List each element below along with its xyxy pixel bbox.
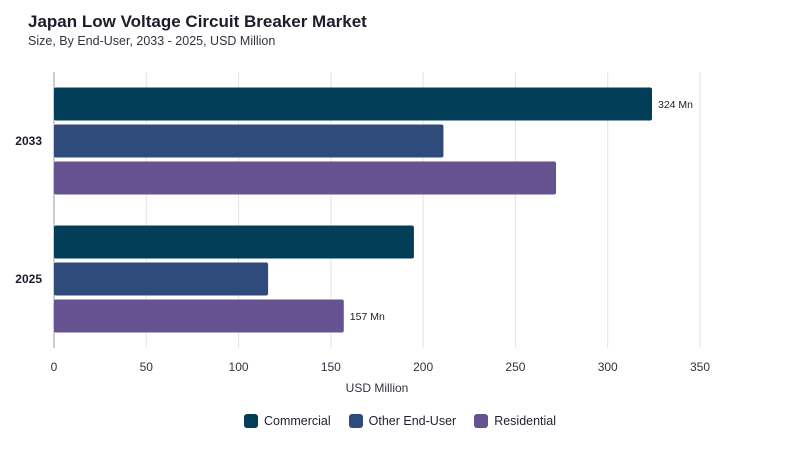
legend-swatch (243, 414, 258, 428)
x-tick-label: 0 (51, 360, 58, 374)
x-tick-label: 50 (140, 360, 154, 374)
bars (54, 87, 653, 333)
legend-label: Other End-User (368, 414, 457, 428)
x-tick-label: 250 (505, 360, 525, 374)
x-tick-label: 350 (690, 360, 710, 374)
bar-commercial-2033 (54, 87, 653, 121)
bar-residential-2033 (54, 161, 557, 195)
chart-legend: Commercial Other End-User Residential (0, 414, 800, 428)
legend-label: Residential (494, 414, 557, 428)
bar-other-end-user-2025 (54, 262, 269, 296)
legend-item: Other End-User (348, 414, 457, 428)
bar-other-end-user-2033 (54, 124, 444, 158)
legend-swatch (348, 414, 363, 428)
chart-subtitle: Size, By End-User, 2033 - 2025, USD Mill… (28, 34, 276, 48)
x-tick-label: 200 (413, 360, 433, 374)
labels: 0 50 100 150 200 250 300 350 USD Million 2033 324 … (15, 99, 710, 395)
x-tick-label: 300 (598, 360, 618, 374)
category-label: 2025 (15, 272, 42, 286)
data-label: 324 Mn (658, 99, 693, 111)
data-label: 157 Mn (350, 311, 385, 323)
legend-label: Commercial (263, 414, 331, 428)
legend-item: Commercial (243, 414, 331, 428)
bar-residential-2025 (54, 299, 344, 333)
x-axis-title: USD Million (346, 381, 409, 395)
chart-title: Japan Low Voltage Circuit Breaker Market (28, 12, 367, 31)
x-tick-label: 100 (229, 360, 249, 374)
category-label: 2033 (15, 134, 42, 148)
legend-swatch (474, 414, 489, 428)
x-tick-label: 150 (321, 360, 341, 374)
legend-item: Residential (474, 414, 556, 428)
bar-commercial-2025 (54, 225, 414, 259)
